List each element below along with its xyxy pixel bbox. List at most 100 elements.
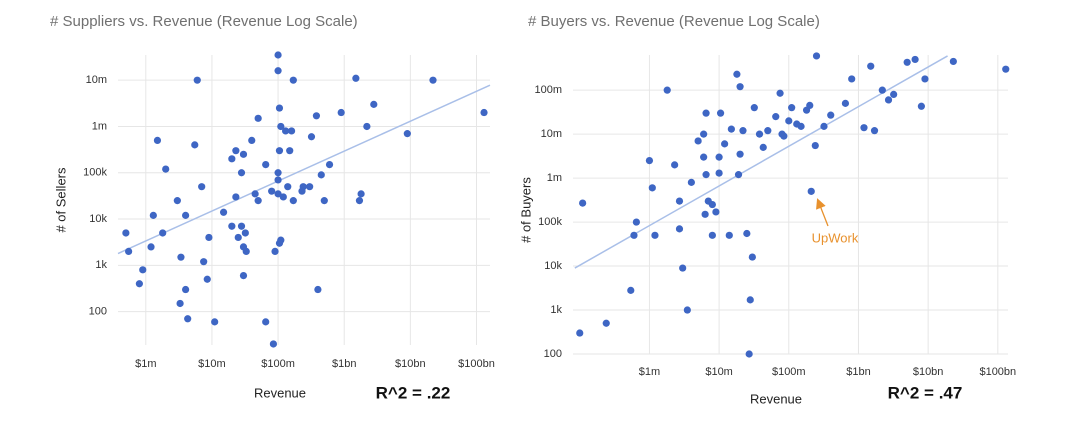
point [750, 104, 758, 112]
point [651, 231, 659, 239]
point [135, 280, 143, 288]
point [797, 122, 805, 130]
point [812, 52, 821, 60]
y-tick-label: 10k [544, 260, 562, 272]
point [312, 112, 321, 120]
point [262, 318, 270, 326]
point [274, 169, 282, 177]
x-axis-label: Revenue [254, 385, 306, 400]
point [632, 218, 640, 226]
point [627, 286, 635, 294]
point [630, 231, 638, 239]
y-tick-label: 1k [95, 259, 107, 271]
r-squared: R^2 = .22 [376, 383, 451, 402]
point [282, 127, 290, 135]
point [429, 76, 437, 84]
y-tick-label: 1m [547, 172, 562, 184]
point [807, 187, 815, 195]
x-tick-label: $10bn [913, 366, 944, 378]
point [841, 99, 850, 107]
point [232, 193, 240, 201]
point [279, 193, 287, 201]
point [203, 275, 211, 283]
point [182, 285, 190, 294]
point [736, 83, 744, 91]
point [274, 190, 282, 198]
point [716, 109, 725, 117]
annotation-arrow [816, 198, 829, 227]
point [198, 183, 206, 191]
point [683, 306, 691, 314]
point [687, 178, 695, 186]
point [228, 222, 236, 230]
point [759, 143, 767, 151]
point [579, 199, 587, 207]
point [274, 176, 282, 184]
point [715, 153, 723, 161]
point [780, 132, 788, 140]
x-tick-label: $10m [705, 366, 733, 378]
point [772, 113, 780, 121]
x-axis-label: Revenue [750, 391, 802, 406]
point [317, 171, 325, 179]
point [182, 211, 190, 219]
y-tick-label: 100 [544, 348, 562, 360]
point [274, 67, 282, 75]
chart-title: # Buyers vs. Revenue (Revenue Log Scale) [528, 13, 820, 30]
point [725, 231, 733, 239]
x-tick-label: $1m [639, 366, 660, 378]
point [274, 51, 282, 59]
point [788, 104, 796, 112]
x-tick-label: $1m [135, 358, 156, 370]
point [700, 153, 708, 161]
point [708, 231, 716, 239]
point [764, 127, 772, 135]
point [860, 124, 868, 132]
point [700, 130, 708, 138]
point [403, 130, 411, 138]
x-tick-label: $10m [198, 358, 226, 370]
point [355, 197, 364, 205]
x-tick-label: $100m [261, 358, 295, 370]
point [715, 169, 723, 177]
point [648, 184, 656, 192]
point [248, 136, 256, 145]
point [352, 74, 360, 82]
point [702, 109, 710, 117]
point [268, 187, 276, 195]
point [184, 315, 192, 323]
point [785, 117, 793, 125]
y-tick-label: 100 [89, 306, 107, 318]
point [193, 76, 201, 84]
y-tick-label: 100k [83, 167, 107, 179]
point [275, 239, 284, 247]
point [694, 137, 702, 145]
point [211, 318, 219, 326]
chart-title: # Suppliers vs. Revenue (Revenue Log Sca… [50, 13, 358, 30]
point [325, 161, 334, 169]
x-tick-label: $100m [772, 366, 806, 378]
point [867, 62, 875, 70]
point [357, 190, 365, 198]
point [337, 108, 345, 117]
point [602, 319, 610, 327]
point [239, 150, 248, 158]
point [228, 155, 236, 163]
point [173, 197, 181, 205]
point [125, 247, 133, 255]
point [890, 90, 898, 99]
point [200, 258, 208, 266]
point [232, 147, 240, 155]
point [748, 253, 756, 261]
point [284, 183, 292, 191]
point [275, 147, 284, 155]
point [299, 183, 307, 191]
point [848, 75, 856, 83]
point [576, 329, 584, 337]
point [289, 197, 297, 205]
point [776, 89, 784, 97]
point [153, 136, 162, 145]
y-tick-label: 100k [538, 216, 562, 228]
point [122, 229, 130, 237]
